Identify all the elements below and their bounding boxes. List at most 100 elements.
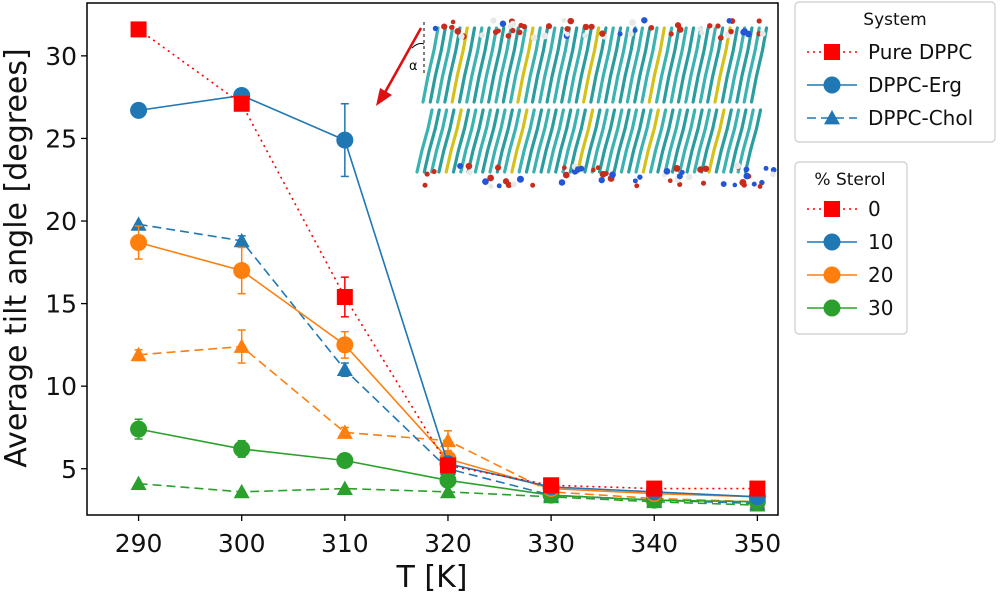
- plot-frame: [86, 2, 779, 516]
- legend-label: Pure DPPC: [868, 40, 972, 64]
- x-axis-title: T [K]: [396, 560, 468, 593]
- tilt-arrow: [381, 27, 423, 97]
- headgroup-atom: [617, 31, 623, 37]
- angle-label: α: [409, 59, 418, 74]
- data-point: [233, 262, 251, 280]
- lipid-tail: [561, 108, 580, 174]
- lipid-headgroups: [422, 17, 777, 189]
- legend-label: DPPC-Erg: [868, 73, 962, 97]
- headgroup-atom: [494, 164, 502, 171]
- headgroup-atom: [634, 183, 640, 189]
- data-point: [336, 424, 353, 439]
- lipid-tail: [524, 108, 544, 174]
- lipid-tail: [670, 108, 690, 174]
- lipid-tail: [736, 108, 755, 174]
- headgroup-atom: [770, 166, 777, 173]
- headgroup-atom: [697, 26, 703, 32]
- lipid-tail: [582, 26, 601, 104]
- headgroup-atom: [490, 17, 497, 24]
- data-point: [439, 483, 456, 499]
- headgroup-atom: [641, 17, 648, 24]
- legend-label: 20: [868, 263, 893, 287]
- data-point: [336, 131, 354, 149]
- data-point: [233, 440, 251, 458]
- headgroup-atom: [676, 173, 683, 180]
- legend-layer: System Pure DPPC DPPC-Erg DPPC-Chol % Sterol…: [794, 1, 996, 335]
- headgroup-atom: [700, 180, 707, 186]
- headgroup-atom: [582, 23, 590, 31]
- axes-layer: 290 300 310 320 330 340 350 5 10 15 20 25 30: [45, 42, 781, 558]
- headgroup-atom: [770, 171, 776, 178]
- headgroup-atom: [574, 166, 582, 173]
- headgroup-atom: [648, 24, 655, 31]
- headgroup-atom: [487, 174, 495, 182]
- legend-label: 10: [868, 230, 893, 254]
- lipid-tail: [583, 108, 602, 174]
- y-tick-label: 5: [61, 455, 77, 484]
- lipid-tail: [612, 108, 631, 174]
- y-tick-label: 25: [45, 124, 77, 153]
- headgroup-atom: [431, 169, 437, 175]
- headgroup-atom: [739, 179, 747, 187]
- headgroup-atom: [509, 20, 517, 28]
- x-tick-label: 330: [527, 529, 575, 558]
- headgroup-atom: [632, 178, 638, 184]
- headgroup-atom: [702, 165, 710, 172]
- lipid-tail: [466, 108, 485, 174]
- lipid-tail: [552, 26, 571, 104]
- lipid-tail: [576, 108, 595, 174]
- lipid-tail: [517, 108, 536, 174]
- lipid-tail: [532, 108, 551, 174]
- headgroup-atom: [458, 33, 465, 40]
- membrane-inset: α: [376, 3, 778, 215]
- lipid-tail: [742, 26, 761, 104]
- headgroup-atom: [603, 170, 609, 177]
- lipid-tail: [684, 26, 703, 104]
- lipid-tail: [743, 108, 763, 174]
- legend-box: [794, 161, 908, 335]
- lipid-tail: [749, 26, 769, 104]
- legend-title: System: [863, 10, 926, 30]
- lipid-tail: [691, 26, 710, 104]
- legend-marker: [824, 110, 840, 125]
- lipid-tail: [656, 108, 675, 174]
- lipid-tail: [611, 26, 630, 104]
- headgroup-atom: [674, 22, 682, 29]
- legend-box: [794, 1, 996, 143]
- data-point: [646, 480, 663, 497]
- lipid-tail: [618, 26, 637, 104]
- angle-arc: [411, 43, 425, 49]
- headgroup-atom: [745, 30, 752, 38]
- headgroup-atom: [720, 181, 727, 188]
- lipid-tail: [473, 108, 492, 174]
- headgroup-atom: [673, 164, 681, 172]
- lipid-tail: [590, 108, 609, 174]
- headgroup-atom: [756, 18, 762, 24]
- lipid-tail: [510, 108, 529, 174]
- lipid-tail: [457, 26, 477, 104]
- headgroup-atom: [479, 32, 485, 39]
- headgroup-atom: [482, 178, 489, 185]
- headgroup-atom: [561, 165, 567, 171]
- y-tick-label: 15: [45, 290, 77, 319]
- headgroup-atom: [763, 165, 769, 171]
- lipid-tail: [560, 26, 579, 104]
- data-point: [130, 21, 147, 38]
- headgroup-atom: [558, 179, 566, 186]
- series-pure-dppc-0: [130, 21, 766, 497]
- lipid-tail: [430, 108, 449, 174]
- lipid-tail: [567, 26, 586, 104]
- lipid-tail: [729, 108, 748, 174]
- headgroup-atom: [759, 179, 765, 186]
- legend-label: DPPC-Chol: [868, 106, 973, 130]
- lipid-tail: [678, 108, 697, 174]
- data-point: [336, 480, 353, 495]
- lipid-tail: [603, 26, 623, 104]
- headgroup-atom: [582, 32, 589, 39]
- x-tick-label: 320: [424, 529, 472, 558]
- headgroup-atom: [561, 17, 567, 23]
- headgroup-atom: [599, 30, 606, 37]
- headgroup-atom: [757, 184, 763, 189]
- lipid-tail: [436, 26, 455, 104]
- headgroup-atom: [743, 166, 750, 173]
